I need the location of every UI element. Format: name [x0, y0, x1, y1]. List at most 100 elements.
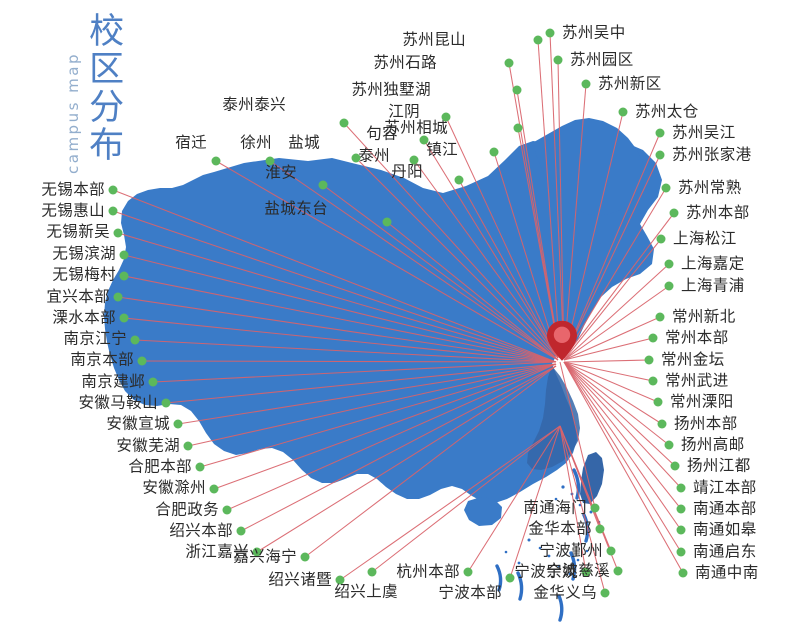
campus-label[interactable]: 南通海门: [523, 498, 587, 517]
campus-label[interactable]: 宁波余姚: [514, 562, 578, 581]
campus-label[interactable]: 嘉兴海宁: [233, 547, 297, 566]
campus-dot[interactable]: [137, 356, 147, 366]
campus-label[interactable]: 绍兴上虞: [334, 582, 398, 601]
campus-label[interactable]: 南通如皋: [693, 520, 757, 539]
campus-dot[interactable]: [600, 588, 610, 598]
campus-dot[interactable]: [581, 79, 591, 89]
campus-label[interactable]: 镇江: [426, 140, 458, 159]
campus-dot[interactable]: [113, 228, 123, 238]
campus-dot[interactable]: [656, 234, 666, 244]
campus-label[interactable]: 宁波本部: [438, 583, 502, 602]
campus-label[interactable]: 宜兴本部: [46, 287, 110, 306]
campus-label[interactable]: 安徽马鞍山: [78, 393, 158, 412]
campus-dot[interactable]: [339, 118, 349, 128]
center-location-pin[interactable]: [547, 320, 577, 361]
campus-label[interactable]: 无锡滨湖: [52, 244, 116, 263]
campus-label[interactable]: 安徽滁州: [142, 478, 206, 497]
campus-label[interactable]: 丹阳: [391, 162, 423, 181]
campus-dot[interactable]: [655, 150, 665, 160]
campus-dot[interactable]: [655, 312, 665, 322]
campus-dot[interactable]: [669, 208, 679, 218]
campus-dot[interactable]: [670, 461, 680, 471]
campus-dot[interactable]: [148, 377, 158, 387]
campus-dot[interactable]: [590, 503, 600, 513]
campus-label[interactable]: 常州溧阳: [670, 392, 734, 411]
campus-label[interactable]: 江阴: [388, 102, 420, 121]
campus-label[interactable]: 盐城: [288, 133, 320, 152]
campus-label[interactable]: 苏州吴江: [672, 123, 736, 142]
campus-dot[interactable]: [382, 217, 392, 227]
campus-label[interactable]: 句容: [366, 124, 398, 143]
campus-dot[interactable]: [252, 547, 262, 557]
campus-dot[interactable]: [505, 573, 515, 583]
campus-dot[interactable]: [335, 575, 345, 585]
campus-dot[interactable]: [661, 183, 671, 193]
campus-dot[interactable]: [513, 123, 523, 133]
campus-label[interactable]: 苏州常熟: [678, 178, 742, 197]
campus-dot[interactable]: [644, 355, 654, 365]
campus-label[interactable]: 扬州本部: [674, 414, 738, 433]
campus-label[interactable]: 无锡新吴: [46, 222, 110, 241]
campus-label[interactable]: 苏州相城: [384, 118, 448, 137]
campus-dot[interactable]: [463, 567, 473, 577]
campus-dot[interactable]: [595, 524, 605, 534]
campus-dot[interactable]: [676, 483, 686, 493]
campus-label[interactable]: 徐州: [240, 133, 272, 152]
campus-dot[interactable]: [664, 281, 674, 291]
campus-dot[interactable]: [648, 376, 658, 386]
campus-label[interactable]: 苏州石路: [373, 53, 437, 72]
campus-dot[interactable]: [419, 135, 429, 145]
campus-dot[interactable]: [606, 546, 616, 556]
campus-dot[interactable]: [222, 505, 232, 515]
campus-dot[interactable]: [300, 552, 310, 562]
campus-label[interactable]: 上海嘉定: [681, 254, 745, 273]
campus-label[interactable]: 南通中南: [695, 563, 759, 582]
campus-dot[interactable]: [161, 398, 171, 408]
campus-label[interactable]: 绍兴诸暨: [268, 570, 332, 589]
campus-dot[interactable]: [119, 250, 129, 260]
campus-label[interactable]: 宿迁: [175, 133, 207, 152]
campus-label[interactable]: 合肥本部: [128, 457, 192, 476]
campus-label[interactable]: 泰州: [358, 146, 390, 165]
campus-dot[interactable]: [545, 28, 555, 38]
campus-label[interactable]: 合肥政务: [155, 500, 219, 519]
campus-label[interactable]: 无锡本部: [41, 180, 105, 199]
campus-dot[interactable]: [648, 333, 658, 343]
campus-dot[interactable]: [504, 58, 514, 68]
campus-label[interactable]: 扬州江都: [687, 456, 751, 475]
campus-dot[interactable]: [678, 568, 688, 578]
campus-label[interactable]: 金华义乌: [533, 583, 597, 602]
campus-label[interactable]: 南通本部: [693, 499, 757, 518]
campus-label[interactable]: 苏州张家港: [672, 145, 752, 164]
campus-dot[interactable]: [553, 55, 563, 65]
campus-label[interactable]: 苏州昆山: [402, 30, 466, 49]
campus-label[interactable]: 苏州新区: [598, 74, 662, 93]
campus-dot[interactable]: [618, 107, 628, 117]
campus-dot[interactable]: [676, 525, 686, 535]
campus-dot[interactable]: [409, 155, 419, 165]
campus-label[interactable]: 绍兴本部: [169, 521, 233, 540]
campus-label[interactable]: 无锡梅村: [52, 265, 116, 284]
campus-dot[interactable]: [236, 526, 246, 536]
campus-label[interactable]: 泰州泰兴: [222, 95, 286, 114]
campus-dot[interactable]: [108, 206, 118, 216]
campus-label[interactable]: 溧水本部: [52, 308, 116, 327]
campus-dot[interactable]: [113, 292, 123, 302]
campus-label[interactable]: 安徽芜湖: [116, 436, 180, 455]
campus-dot[interactable]: [655, 128, 665, 138]
campus-label[interactable]: 常州金坛: [661, 350, 725, 369]
campus-dot[interactable]: [676, 547, 686, 557]
campus-dot[interactable]: [183, 441, 193, 451]
campus-dot[interactable]: [119, 313, 129, 323]
campus-label[interactable]: 杭州本部: [396, 562, 460, 581]
campus-dot[interactable]: [130, 335, 140, 345]
campus-dot[interactable]: [441, 112, 451, 122]
campus-dot[interactable]: [367, 567, 377, 577]
campus-label[interactable]: 金华本部: [528, 519, 592, 538]
campus-dot[interactable]: [581, 567, 591, 577]
campus-label[interactable]: 扬州高邮: [681, 435, 745, 454]
campus-dot[interactable]: [512, 85, 522, 95]
campus-label[interactable]: 南京本部: [70, 350, 134, 369]
campus-label[interactable]: 常州新北: [672, 307, 736, 326]
campus-label[interactable]: 宁波鄞州: [539, 541, 603, 560]
